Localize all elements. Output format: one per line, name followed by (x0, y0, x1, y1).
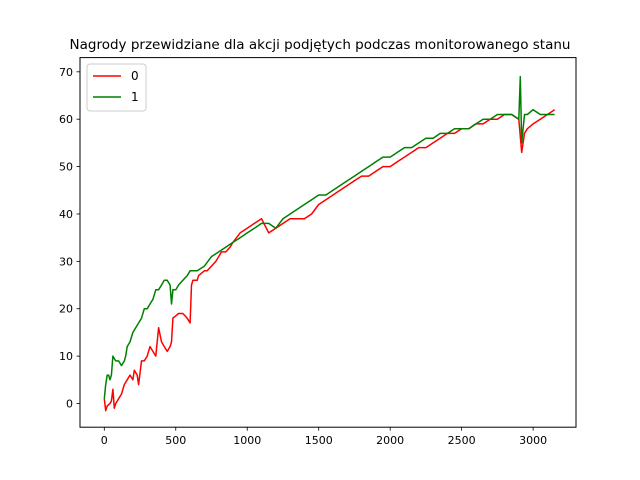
y-tick-label: 10 (59, 350, 73, 363)
y-axis: 0 10 20 30 40 50 60 70 (59, 66, 80, 411)
x-tick-label: 1000 (233, 434, 261, 447)
x-tick-label: 2000 (376, 434, 404, 447)
x-axis: 0 500 1000 1500 2000 2500 3000 (101, 427, 547, 447)
legend-label-0: 0 (131, 69, 139, 83)
y-tick-label: 70 (59, 66, 73, 79)
y-tick-label: 20 (59, 303, 73, 316)
legend-label-1: 1 (131, 90, 139, 104)
y-tick-label: 30 (59, 255, 73, 268)
series-layer (103, 75, 556, 412)
legend: 0 1 (86, 63, 147, 112)
x-tick-label: 3000 (519, 434, 547, 447)
series-line-0 (103, 109, 556, 412)
plot-frame (79, 57, 577, 428)
y-tick-label: 60 (59, 113, 73, 126)
chart-title: Nagrody przewidziane dla akcji podjętych… (70, 37, 571, 53)
x-tick-label: 1500 (305, 434, 333, 447)
x-tick-label: 2500 (448, 434, 476, 447)
x-tick-label: 0 (101, 434, 108, 447)
series-line-1 (103, 75, 555, 399)
x-tick-label: 500 (165, 434, 186, 447)
y-tick-label: 0 (66, 398, 73, 411)
y-tick-label: 40 (59, 208, 73, 221)
y-tick-label: 50 (59, 161, 73, 174)
